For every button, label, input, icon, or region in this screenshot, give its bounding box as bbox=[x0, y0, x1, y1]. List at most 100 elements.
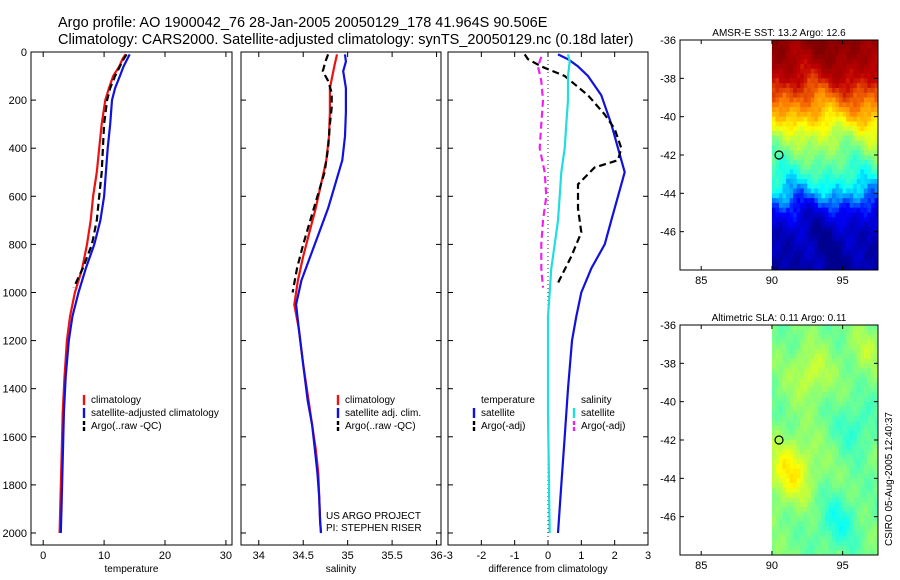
sla_map-cell bbox=[800, 411, 805, 417]
sla_map-cell bbox=[856, 420, 861, 427]
sla_map-cell bbox=[856, 449, 861, 455]
sla_map-cell bbox=[863, 540, 868, 546]
sst_map-cell bbox=[856, 92, 861, 98]
sst_map-cell bbox=[817, 250, 822, 257]
sst_map-cell bbox=[842, 246, 847, 252]
sla_map-cell bbox=[810, 334, 815, 340]
sst_map-xtick-label: 95 bbox=[837, 275, 849, 287]
sst_map-cell bbox=[874, 140, 879, 146]
sla_map-cell bbox=[856, 348, 861, 355]
sla_map-cell bbox=[810, 435, 815, 441]
sst_map-cell bbox=[796, 59, 801, 65]
sla_map-cell bbox=[800, 531, 805, 537]
sla_map-cell bbox=[828, 344, 833, 350]
sla_map-cell bbox=[821, 329, 826, 335]
sst_map-cell bbox=[803, 145, 808, 151]
sst_map-cell bbox=[832, 73, 836, 79]
sst_map-cell bbox=[793, 97, 798, 103]
sst_map-cell bbox=[796, 54, 801, 60]
sla_map-cell bbox=[832, 363, 836, 369]
sst_map-cell bbox=[853, 159, 858, 165]
sst_map-cell bbox=[810, 246, 815, 252]
sla_map-cell bbox=[856, 502, 861, 508]
sst_map-cell bbox=[810, 111, 815, 118]
sla_map-cell bbox=[828, 435, 833, 441]
sst_map-cell bbox=[867, 183, 872, 189]
sla_map-cell bbox=[821, 382, 826, 388]
sst_map-cell bbox=[793, 111, 798, 118]
sla_map-cell bbox=[803, 344, 808, 350]
sla_map-cell bbox=[874, 372, 879, 379]
sst_map-cell bbox=[870, 183, 875, 189]
sst_map-cell bbox=[775, 87, 780, 94]
sst_map-cell bbox=[853, 198, 858, 204]
sla_map-cell bbox=[828, 463, 833, 470]
sst_map-cell bbox=[832, 121, 836, 127]
sla_map-cell bbox=[863, 521, 868, 527]
sst_map-cell bbox=[814, 222, 819, 228]
sst_map-cell bbox=[860, 226, 865, 233]
sst_map-cell bbox=[779, 255, 783, 261]
sla_map-cell bbox=[779, 382, 783, 388]
sst_map-cell bbox=[817, 169, 822, 175]
sla_map-cell bbox=[779, 368, 783, 374]
sla_map-cell bbox=[870, 339, 875, 345]
sla_map-cell bbox=[842, 406, 847, 412]
sst_map-cell bbox=[828, 44, 833, 50]
sst_map-cell bbox=[867, 246, 872, 252]
sst_map-cell bbox=[867, 107, 872, 113]
sla_map-cell bbox=[803, 406, 808, 412]
sla_map-cell bbox=[814, 382, 819, 388]
sst_map-cell bbox=[814, 183, 819, 189]
sst_map-cell bbox=[874, 169, 879, 175]
sst_map-cell bbox=[863, 126, 868, 132]
sla_map-cell bbox=[786, 430, 791, 436]
sst_map-cell bbox=[870, 164, 875, 170]
sst_map-cell bbox=[842, 73, 847, 79]
sla_map-cell bbox=[874, 325, 879, 331]
sst_map-cell bbox=[824, 78, 829, 84]
sst_map-cell bbox=[786, 155, 791, 161]
sst_map-cell bbox=[775, 44, 780, 50]
sst_map-cell bbox=[842, 193, 847, 199]
sla_map-cell bbox=[800, 435, 805, 441]
sla_map-cell bbox=[835, 430, 840, 436]
difference-series-line bbox=[536, 56, 548, 288]
sla_map-cell bbox=[874, 521, 879, 527]
sla_map-cell bbox=[870, 353, 875, 359]
sla_map-cell bbox=[789, 372, 794, 379]
sst_map-cell bbox=[824, 49, 829, 55]
sst_map-cell bbox=[775, 121, 780, 127]
sst_map-cell bbox=[842, 241, 847, 247]
sla_map-cell bbox=[796, 487, 801, 494]
sla_map-cell bbox=[817, 329, 822, 335]
sla_map-cell bbox=[835, 454, 840, 460]
sst_map-cell bbox=[786, 236, 791, 242]
sla_map-cell bbox=[870, 396, 875, 403]
sla_map-cell bbox=[779, 502, 783, 508]
sst_map-cell bbox=[771, 155, 776, 161]
sst_map-cell bbox=[814, 217, 819, 223]
sla_map-cell bbox=[817, 363, 822, 369]
sla_map-cell bbox=[870, 449, 875, 455]
sst_map-cell bbox=[856, 68, 861, 74]
sla_map-cell bbox=[771, 502, 776, 508]
sst_map-cell bbox=[817, 92, 822, 98]
sla_map-cell bbox=[803, 444, 808, 450]
sst_map-cell bbox=[814, 198, 819, 204]
sst_map-cell bbox=[814, 255, 819, 261]
sst_map-cell bbox=[779, 107, 783, 113]
sst_map-cell bbox=[828, 155, 833, 161]
sla_map-cell bbox=[786, 358, 791, 364]
sla_map-cell bbox=[817, 507, 822, 513]
sst_map-cell bbox=[842, 159, 847, 165]
sla_map-cell bbox=[849, 535, 854, 542]
sla_map-cell bbox=[803, 329, 808, 335]
sst_map-cell bbox=[771, 97, 776, 103]
sla_map-cell bbox=[779, 526, 783, 532]
sla_map-cell bbox=[849, 521, 854, 527]
sla_map-cell bbox=[849, 430, 854, 436]
sst_map-cell bbox=[842, 54, 847, 60]
sst_map-cell bbox=[779, 102, 783, 108]
sst_map-cell bbox=[782, 63, 787, 70]
